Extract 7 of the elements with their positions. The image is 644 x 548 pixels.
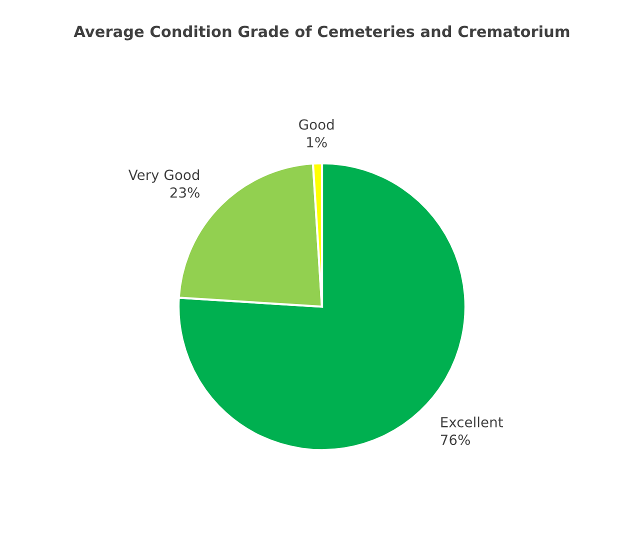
slice-label: Excellent <box>441 416 503 428</box>
slice-label: Very Good <box>128 169 199 183</box>
data-label: 76% <box>441 434 470 446</box>
data-label: 1% <box>307 136 327 148</box>
data-label: 23% <box>170 187 200 198</box>
chart-title: Average Condition Grade of Cemeteries and Crematorium <box>74 25 570 40</box>
slice-label: Good <box>299 119 334 130</box>
